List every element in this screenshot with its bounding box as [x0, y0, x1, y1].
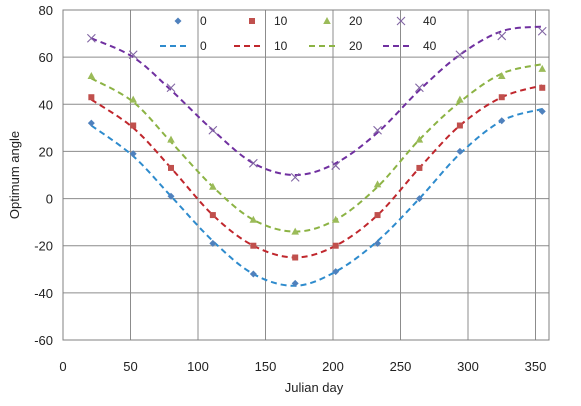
data-point-20	[249, 215, 258, 223]
data-point-0	[374, 239, 382, 247]
x-tick-label: 100	[187, 359, 209, 374]
data-point-0	[415, 195, 423, 203]
data-point-20	[129, 95, 137, 103]
data-point-10	[498, 94, 505, 101]
data-point-40	[373, 125, 382, 135]
x-axis-ticks: 0 50 100 150 200 250 300 350	[59, 359, 546, 374]
y-tick-label: 60	[39, 50, 53, 65]
x-tick-label: 150	[255, 359, 277, 374]
legend-marker-40	[396, 16, 406, 26]
data-point-0	[249, 270, 257, 278]
data-point-10	[374, 212, 381, 219]
data-point-0	[291, 279, 299, 287]
data-point-20	[415, 135, 424, 143]
data-point-40	[331, 161, 341, 170]
legend-marker-20	[323, 17, 331, 24]
legend-label: 20	[349, 14, 363, 28]
data-point-20	[373, 180, 382, 188]
x-axis-title: Julian day	[285, 380, 344, 395]
data-point-0	[456, 147, 464, 155]
data-point-10	[88, 94, 95, 101]
data-point-20	[497, 72, 506, 79]
gridlines	[62, 9, 549, 341]
data-point-40	[166, 83, 176, 93]
legend-label: 10	[274, 39, 288, 53]
x-tick-label: 350	[525, 359, 547, 374]
data-point-20	[456, 95, 464, 103]
data-point-40	[537, 26, 547, 36]
data-point-10	[332, 242, 339, 249]
legend-label: 20	[349, 39, 363, 53]
y-tick-label: 20	[39, 144, 53, 159]
data-point-10	[168, 164, 174, 171]
data-point-0	[498, 117, 506, 125]
data-point-10	[416, 164, 423, 171]
data-point-0	[209, 239, 217, 247]
x-tick-label: 200	[322, 359, 344, 374]
data-point-20	[87, 72, 96, 79]
data-point-40	[415, 83, 424, 93]
data-point-40	[290, 172, 300, 182]
legend-marker-10	[249, 18, 255, 24]
data-point-40	[497, 31, 507, 41]
data-point-20	[291, 227, 299, 235]
data-point-40	[128, 50, 138, 60]
data-point-10	[250, 242, 257, 249]
plot-area-border	[62, 9, 550, 341]
curve-0	[90, 108, 543, 287]
data-point-40	[86, 33, 96, 43]
curve-20	[90, 63, 543, 233]
data-point-10	[209, 212, 216, 219]
data-point-20	[538, 64, 547, 72]
curve-10	[90, 84, 543, 259]
legend-label: 40	[423, 39, 437, 53]
data-point-10	[130, 122, 137, 129]
x-tick-label: 50	[123, 359, 137, 374]
data-point-0	[332, 268, 340, 276]
data-point-40	[455, 50, 465, 60]
data-point-10	[456, 122, 463, 129]
data-point-0	[87, 119, 95, 127]
data-point-0	[129, 150, 137, 158]
legend-label: 10	[274, 14, 288, 28]
curve-series	[90, 25, 543, 287]
data-point-40	[208, 125, 218, 135]
data-point-20	[331, 215, 340, 223]
y-tick-label: 0	[46, 192, 53, 207]
y-axis-title: Optimum angle	[7, 131, 22, 219]
data-point-0	[167, 192, 175, 200]
data-point-20	[209, 182, 217, 190]
y-tick-label: -20	[34, 239, 53, 254]
y-tick-label: 80	[39, 3, 53, 18]
legend-label: 0	[200, 39, 207, 53]
curve-40	[90, 25, 543, 177]
marker-series	[86, 26, 547, 287]
data-point-0	[538, 107, 546, 115]
y-axis-ticks: -60 -40 -20 0 20 40 60 80	[34, 3, 53, 348]
x-tick-label: 300	[457, 359, 479, 374]
legend-marker-0	[174, 17, 182, 25]
x-tick-label: 250	[390, 359, 412, 374]
y-tick-label: -40	[34, 286, 53, 301]
data-point-20	[167, 135, 175, 143]
legend-label: 0	[200, 14, 207, 28]
x-tick-label: 0	[59, 359, 66, 374]
y-tick-label: -60	[34, 333, 53, 348]
data-point-40	[248, 158, 258, 168]
legend: 0 10 20 40 0 10 20 40	[160, 14, 437, 53]
data-point-10	[292, 254, 299, 261]
legend-label: 40	[423, 14, 437, 28]
y-tick-label: 40	[39, 97, 53, 112]
data-point-10	[539, 84, 546, 91]
